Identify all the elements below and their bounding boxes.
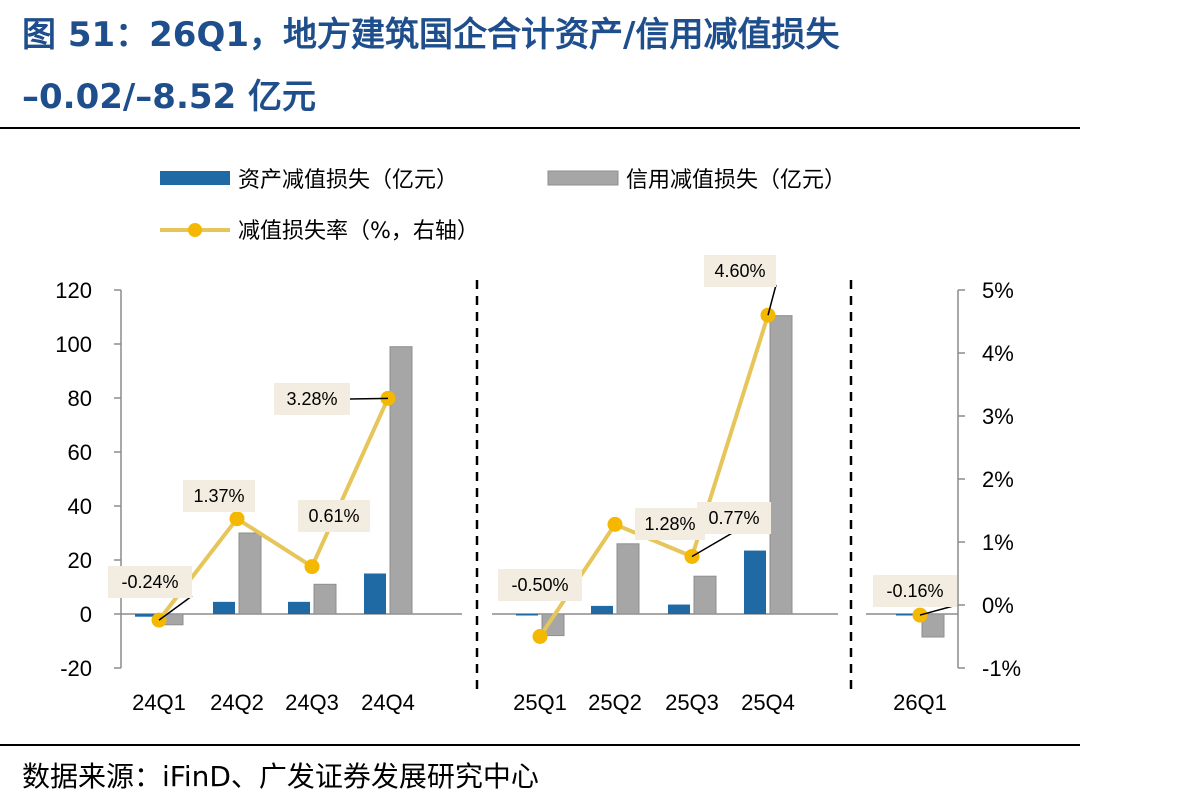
asset-impairment-bar-26q1 — [896, 614, 918, 616]
rate-label-text: -0.50% — [511, 575, 568, 595]
rate-label-25q2: 1.28% — [635, 508, 705, 540]
rate-label-leader — [767, 284, 777, 316]
left-y-tick-label: 20 — [68, 548, 92, 573]
right-y-tick-label: 1% — [982, 530, 1014, 555]
rate-label-leader — [349, 397, 389, 400]
source-note: 数据来源：iFinD、广发证券发展研究中心 — [22, 760, 539, 793]
left-y-tick-label: 80 — [68, 386, 92, 411]
asset-impairment-bar-25q1 — [516, 614, 538, 616]
credit-impairment-bar-24q2 — [238, 532, 262, 615]
x-tick-label-24q1: 24Q1 — [132, 690, 186, 715]
rate-label-24q4: 3.28% — [274, 383, 389, 415]
rate-label-text: -0.16% — [886, 581, 943, 601]
rate-point-24q2 — [229, 511, 245, 527]
credit-impairment-bar-24q3 — [313, 583, 337, 615]
asset-impairment-bar-24q3 — [288, 601, 310, 614]
rate-label-text: 3.28% — [286, 389, 337, 409]
left-y-tick-label: 0 — [80, 602, 92, 627]
left-y-tick-label: 60 — [68, 440, 92, 465]
left-y-tick-label: 40 — [68, 494, 92, 519]
rate-label-box — [108, 566, 192, 598]
legend: 资产减值损失（亿元） 信用减值损失（亿元） 减值损失率（%，右轴） — [160, 168, 846, 244]
rate-line-segment-1 — [157, 397, 390, 622]
top-divider — [0, 127, 1080, 129]
left-y-tick-label: 120 — [55, 278, 92, 303]
axes: -20 0 20 40 60 80 100 120 -1% 0% 1% 2% 3% 4% 5% 24Q1 24Q… — [55, 278, 1021, 715]
legend-item-rate: 减值损失率（%，右轴） — [160, 219, 479, 244]
right-y-tick-label: 5% — [982, 278, 1014, 303]
rate-label-leader — [158, 595, 193, 621]
credit-impairment-bar-26q1 — [921, 613, 945, 638]
legend-label-credit: 信用减值损失（亿元） — [626, 168, 846, 193]
x-tick-label-25q2: 25Q2 — [588, 690, 642, 715]
x-tick-label-25q1: 25Q1 — [513, 690, 567, 715]
rate-label-box — [183, 480, 255, 512]
left-y-tick-label: 100 — [55, 332, 92, 357]
rate-label-text: 4.60% — [714, 261, 765, 281]
legend-label-rate: 减值损失率（%，右轴） — [238, 219, 479, 244]
bars — [135, 315, 945, 638]
left-y-tick-label: -20 — [60, 656, 92, 681]
rate-point-25q1 — [532, 629, 548, 644]
chart-title-line-1: 图 51：26Q1，地方建筑国企合计资产/信用减值损失 — [22, 15, 840, 55]
rate-label-box — [274, 383, 350, 415]
x-tick-label-25q4: 25Q4 — [741, 690, 795, 715]
legend-swatch-credit — [547, 170, 619, 186]
rate-label-26q1: -0.16% — [873, 575, 958, 616]
right-y-tick-label: -1% — [982, 656, 1021, 681]
credit-impairment-bar-25q3 — [693, 575, 717, 615]
right-y-tick-label: 2% — [982, 467, 1014, 492]
rate-label-25q1: -0.50% — [498, 569, 582, 601]
asset-impairment-bar-24q2 — [213, 601, 235, 614]
chart-title-block: 图 51：26Q1，地方建筑国企合计资产/信用减值损失 –0.02/–8.52 … — [22, 4, 1172, 128]
credit-impairment-bar-25q4 — [769, 315, 793, 615]
rate-label-text: -0.24% — [121, 572, 178, 592]
credit-impairment-bar-24q4 — [389, 346, 413, 615]
x-tick-label-24q4: 24Q4 — [361, 690, 415, 715]
rate-label-box — [873, 575, 957, 607]
asset-impairment-bar-24q4 — [364, 573, 386, 614]
asset-impairment-bar-24q1 — [135, 614, 157, 617]
x-tick-label-24q3: 24Q3 — [285, 690, 339, 715]
legend-item-asset-impairment: 资产减值损失（亿元） — [160, 168, 458, 193]
bottom-divider — [0, 744, 1080, 746]
credit-impairment-bar-25q2 — [616, 543, 640, 615]
rate-label-25q3: 0.77% — [691, 502, 771, 558]
asset-impairment-bar-25q2 — [591, 605, 613, 614]
legend-label-asset: 资产减值损失（亿元） — [238, 168, 458, 193]
x-tick-label-26q1: 26Q1 — [893, 690, 947, 715]
rate-label-leader — [691, 531, 735, 558]
chart-title-line-2: –0.02/–8.52 亿元 — [22, 77, 317, 117]
asset-impairment-bar-25q4 — [744, 550, 766, 614]
rate-label-box — [298, 500, 370, 532]
rate-label-text: 1.28% — [644, 514, 695, 534]
rate-label-text: 0.77% — [708, 508, 759, 528]
data-labels: -0.24% 1.37% 0.61% 3.28% -0.50% 1.28% 0.77% 4.6… — [108, 255, 958, 621]
legend-swatch-asset — [160, 171, 230, 185]
rate-label-24q3: 0.61% — [298, 500, 370, 532]
x-tick-label-25q3: 25Q3 — [665, 690, 719, 715]
asset-impairment-bar-25q3 — [668, 604, 690, 614]
rate-label-box — [704, 255, 776, 287]
x-tick-label-24q2: 24Q2 — [210, 690, 264, 715]
right-y-tick-label: 0% — [982, 593, 1014, 618]
rate-label-box — [498, 569, 582, 601]
rate-label-25q4: 4.60% — [704, 255, 777, 316]
legend-swatch-rate-marker — [188, 223, 202, 237]
rate-point-24q3 — [304, 559, 320, 575]
rate-label-box — [635, 508, 705, 540]
legend-item-credit-impairment: 信用减值损失（亿元） — [547, 168, 846, 193]
period-separators — [475, 280, 853, 690]
rate-label-text: 0.61% — [308, 506, 359, 526]
rate-label-box — [697, 502, 771, 534]
rate-point-25q2 — [607, 516, 623, 532]
rate-label-24q2: 1.37% — [183, 480, 255, 512]
rate-label-text: 1.37% — [193, 486, 244, 506]
right-y-tick-label: 4% — [982, 341, 1014, 366]
right-y-tick-label: 3% — [982, 404, 1014, 429]
rate-label-24q1: -0.24% — [108, 566, 193, 621]
